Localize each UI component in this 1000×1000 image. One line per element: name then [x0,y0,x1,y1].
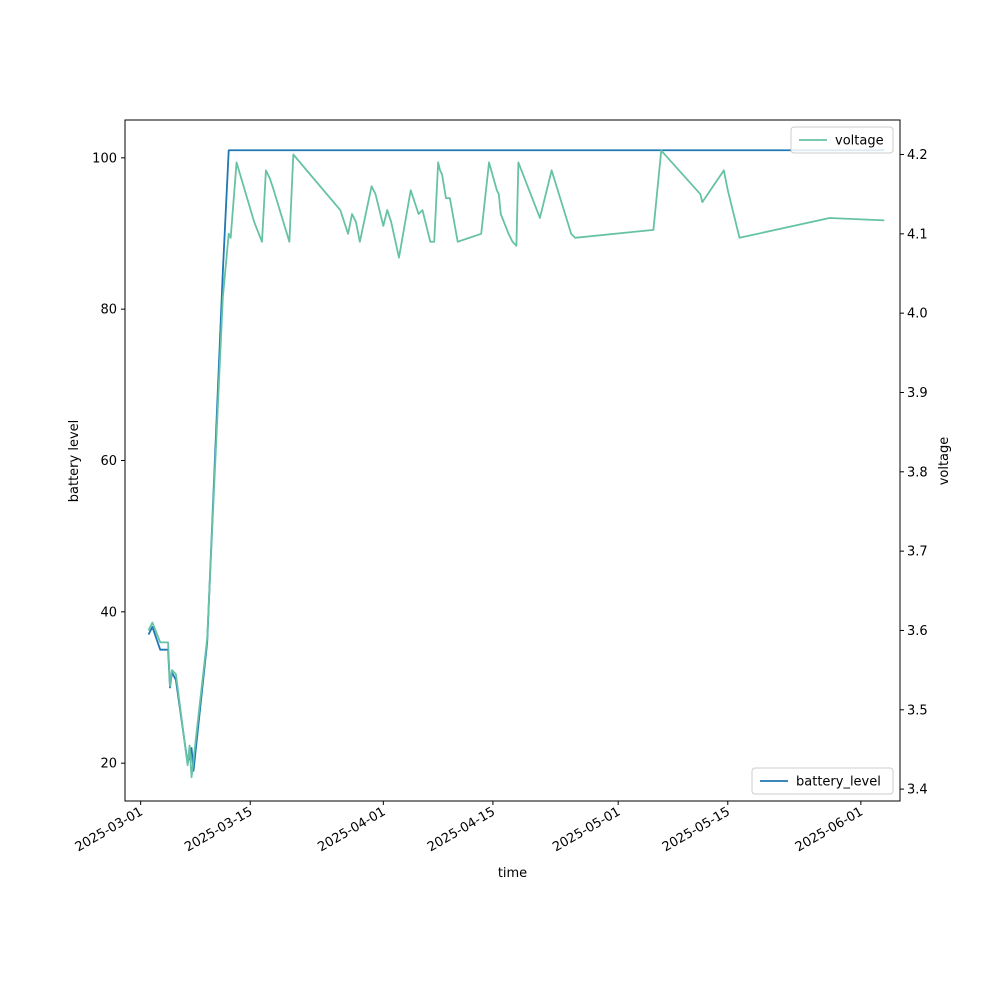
series-line-voltage [147,149,885,779]
x-axis-label: time [498,866,527,881]
y-tick-label-right: 3.8 [907,465,928,480]
legend-voltage: voltage [790,126,894,154]
y-tick-label-left: 20 [100,757,117,772]
y-tick-label-left: 80 [100,303,117,318]
y-tick-label-right: 3.5 [907,703,928,718]
series-lines [147,149,885,779]
y-tick-label-right: 4.0 [907,307,928,322]
legend-box [751,767,894,795]
y-tick-label-right: 3.9 [907,386,928,401]
legend-box [790,126,894,154]
legend-label: voltage [835,134,884,149]
y-axis-left: 20 40 60 80 100 [92,151,125,772]
y-tick-label-right: 3.7 [907,545,928,560]
y-axis-label-right: voltage [937,437,952,486]
y-tick-label-right: 3.6 [907,624,928,639]
y-tick-label-left: 100 [92,151,117,166]
legends: battery_level voltage [751,126,894,795]
y-axis-label-left: battery level [67,420,82,503]
y-tick-label-left: 40 [100,605,117,620]
y-tick-label-right: 4.1 [907,227,928,242]
y-axis-right: 3.4 3.5 3.6 3.7 3.8 3.9 4.0 4.1 4.2 [900,148,928,798]
y-tick-label-right: 4.2 [907,148,928,163]
legend-battery_level: battery_level [751,767,894,795]
y-tick-label-right: 3.4 [907,783,928,798]
y-tick-label-left: 60 [100,454,117,469]
legend-label: battery_level [796,775,881,790]
